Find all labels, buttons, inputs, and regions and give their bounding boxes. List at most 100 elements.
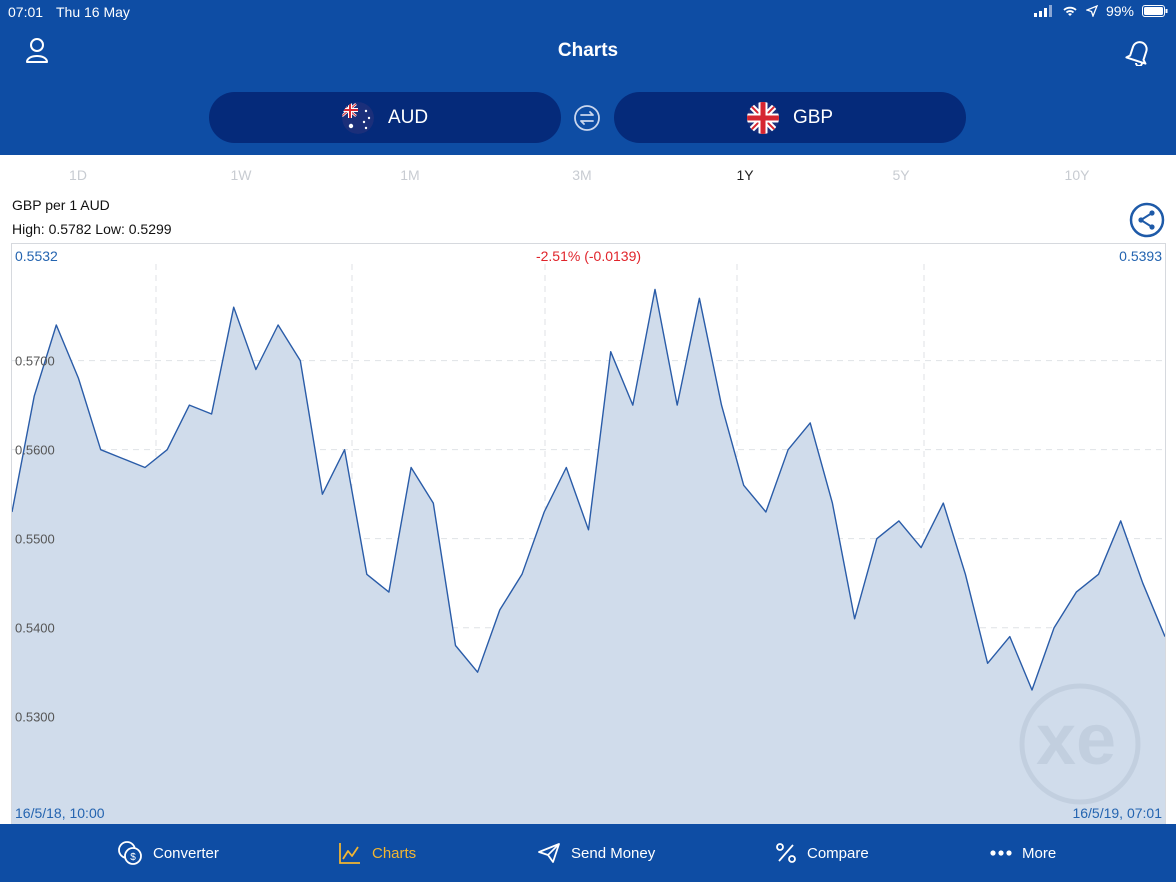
pair-label: GBP per 1 AUD — [12, 197, 110, 213]
rate-point — [32, 394, 36, 398]
rate-point — [542, 510, 546, 514]
rate-point — [941, 501, 945, 505]
charts-icon — [339, 843, 360, 864]
tab-1w[interactable]: 1W — [230, 167, 252, 183]
y-tick-labels: 0.5700 0.5600 0.5500 0.5400 0.5300 — [15, 354, 55, 725]
rate-point — [320, 492, 324, 496]
rate-point — [1119, 519, 1123, 523]
nav-send-money[interactable]: Send Money — [537, 824, 655, 882]
nav-compare[interactable]: Compare — [775, 824, 869, 882]
tab-1m[interactable]: 1M — [400, 167, 420, 183]
rate-chart[interactable]: xe 0.5700 0.5600 0.5500 0.5400 0.5300 0.5532… — [11, 243, 1166, 825]
tab-3m[interactable]: 3M — [572, 167, 592, 183]
high-low-label: High: 0.5782 Low: 0.5299 — [12, 221, 172, 237]
rate-point — [121, 457, 125, 461]
rate-point — [830, 501, 834, 505]
status-right: 99% — [1033, 3, 1168, 19]
rate-point — [897, 519, 901, 523]
rate-point — [1096, 572, 1100, 576]
nav-converter[interactable]: $ Converter — [117, 824, 219, 882]
from-currency-button[interactable]: AUD — [209, 92, 561, 143]
end-value: 0.5393 — [1119, 248, 1162, 264]
rate-point — [742, 483, 746, 487]
rate-point — [143, 465, 147, 469]
rate-point — [564, 465, 568, 469]
rate-line — [12, 288, 1165, 691]
end-date: 16/5/19, 07:01 — [1072, 805, 1162, 821]
rate-point — [1052, 626, 1056, 630]
tab-1y[interactable]: 1Y — [736, 167, 754, 183]
top-bar: 07:01 Thu 16 May 99% Charts AUD — [0, 0, 1176, 155]
y-tick-label: 0.5300 — [15, 710, 55, 725]
rate-point — [875, 537, 879, 541]
rate-point — [1074, 590, 1078, 594]
rate-point — [1141, 581, 1145, 585]
rate-point — [365, 572, 369, 576]
more-dots-icon — [990, 850, 1012, 856]
rate-point — [298, 359, 302, 363]
rate-chart-svg: xe 0.5700 0.5600 0.5500 0.5400 0.5300 — [12, 264, 1165, 824]
svg-text:$: $ — [130, 852, 136, 863]
tab-1d[interactable]: 1D — [69, 167, 87, 183]
y-tick-label: 0.5500 — [15, 532, 55, 547]
nav-more[interactable]: More — [990, 824, 1056, 882]
rate-point — [254, 368, 258, 372]
rate-point — [210, 412, 214, 416]
rate-point — [675, 403, 679, 407]
rate-point — [276, 323, 280, 327]
uk-flag-icon — [746, 101, 779, 134]
to-currency-button[interactable]: GBP — [614, 92, 966, 143]
status-time: 07:01 — [8, 4, 44, 20]
rate-point — [1030, 688, 1034, 692]
battery-icon — [1142, 5, 1168, 17]
rate-point — [99, 448, 103, 452]
y-tick-label: 0.5600 — [15, 443, 55, 458]
rate-point — [343, 448, 347, 452]
swap-currencies-icon[interactable] — [573, 104, 601, 132]
rate-point — [431, 501, 435, 505]
rate-point — [54, 323, 58, 327]
share-icon[interactable] — [1129, 202, 1165, 238]
nav-charts[interactable]: Charts — [338, 824, 416, 882]
rate-point — [764, 510, 768, 514]
start-date: 16/5/18, 10:00 — [15, 805, 105, 821]
battery-percent: 99% — [1105, 3, 1134, 19]
status-bar: 07:01 Thu 16 May 99% — [0, 0, 1176, 24]
rate-point — [77, 376, 81, 380]
location-arrow-icon — [1085, 5, 1098, 17]
rate-point — [808, 421, 812, 425]
wifi-icon — [1063, 6, 1077, 16]
xe-watermark: xe — [1019, 683, 1141, 805]
nav-charts-label: Charts — [372, 844, 417, 862]
nav-more-label: More — [1022, 844, 1057, 862]
rate-point — [187, 403, 191, 407]
rate-point — [387, 590, 391, 594]
rate-point — [919, 546, 923, 550]
y-tick-label: 0.5700 — [15, 354, 55, 369]
rate-point — [697, 296, 701, 300]
rate-point — [587, 528, 591, 532]
to-currency-label: GBP — [792, 106, 834, 128]
bell-icon[interactable] — [1124, 36, 1154, 66]
australia-flag-icon — [341, 101, 374, 134]
page-title: Charts — [557, 40, 619, 61]
nav-send-money-label: Send Money — [571, 844, 656, 862]
rate-point — [853, 617, 857, 621]
rate-point — [986, 661, 990, 665]
rate-point — [609, 350, 613, 354]
xe-watermark-text: xe — [1036, 700, 1116, 780]
rate-point — [498, 608, 502, 612]
profile-icon[interactable] — [22, 36, 52, 66]
bottom-nav: $ Converter Charts Send Money Compare Mo… — [0, 824, 1176, 882]
rate-point — [520, 572, 524, 576]
tab-10y[interactable]: 10Y — [1064, 167, 1090, 183]
rate-area — [12, 289, 1165, 824]
rate-point — [786, 448, 790, 452]
tab-5y[interactable]: 5Y — [892, 167, 910, 183]
nav-compare-label: Compare — [807, 844, 869, 862]
rate-point — [653, 287, 657, 291]
rate-point — [453, 644, 457, 648]
start-value: 0.5532 — [15, 248, 58, 264]
nav-converter-label: Converter — [153, 844, 219, 862]
y-tick-label: 0.5400 — [15, 621, 55, 636]
